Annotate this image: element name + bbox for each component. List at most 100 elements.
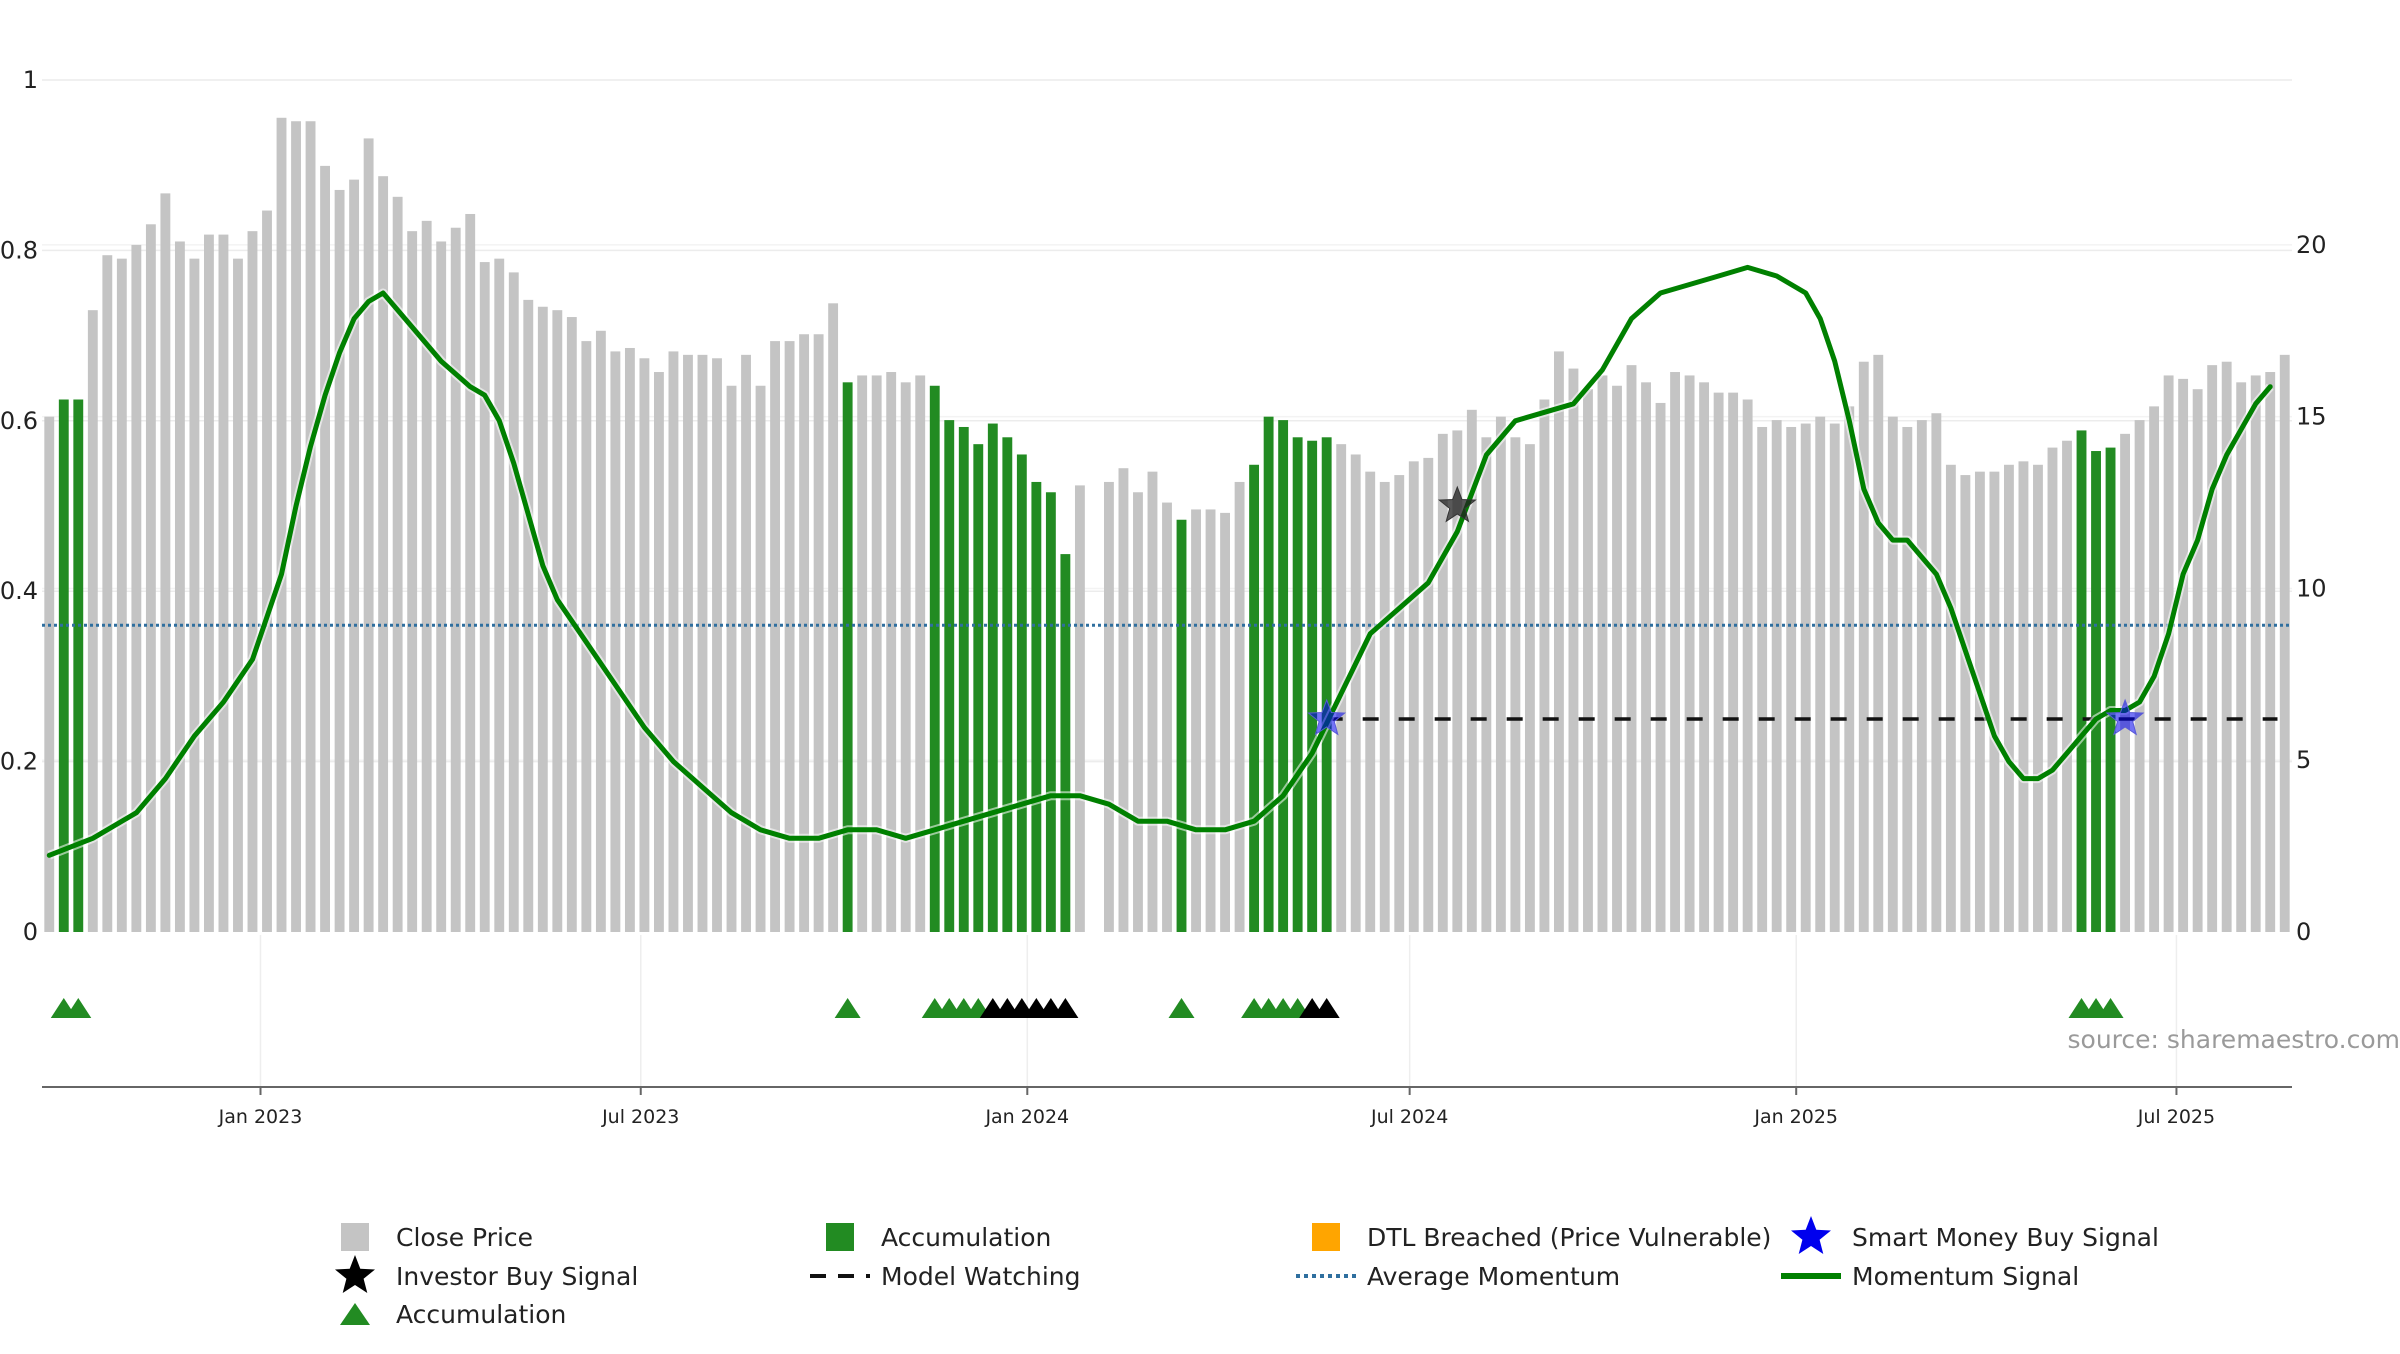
close-price-bar bbox=[1525, 444, 1535, 932]
close-price-bar bbox=[2019, 461, 2029, 932]
accumulation-bar bbox=[1322, 437, 1332, 932]
accumulation-bar bbox=[843, 382, 853, 932]
accumulation-triangle-icon bbox=[1169, 998, 1195, 1018]
y2-tick-label: 0 bbox=[2296, 918, 2311, 946]
x-tick-label: Jul 2025 bbox=[2137, 1106, 2215, 1128]
close-price-bar bbox=[552, 310, 562, 932]
close-price-bar bbox=[364, 138, 374, 932]
close-price-bar bbox=[1394, 475, 1404, 932]
y-tick-label: 1 bbox=[23, 66, 38, 94]
close-price-bar bbox=[1510, 437, 1520, 932]
y-tick-label: 0 bbox=[23, 918, 38, 946]
accumulation-bar bbox=[1031, 482, 1041, 932]
close-price-bar bbox=[596, 331, 606, 932]
accumulation-bar bbox=[1278, 420, 1288, 932]
green-triangle-icon bbox=[340, 1303, 370, 1325]
close-price-bar bbox=[2236, 382, 2246, 932]
close-price-bar bbox=[2048, 448, 2058, 932]
close-price-bar bbox=[1365, 472, 1375, 932]
y-tick-label: 0.8 bbox=[0, 236, 38, 264]
close-price-bar bbox=[1888, 417, 1898, 932]
close-price-bar bbox=[1481, 437, 1491, 932]
accumulation-bar bbox=[944, 420, 954, 932]
close-price-bar bbox=[117, 259, 127, 932]
close-price-bar bbox=[712, 358, 722, 932]
close-price-bar bbox=[654, 372, 664, 932]
close-price-bar bbox=[1133, 492, 1143, 932]
close-price-bar bbox=[160, 193, 170, 932]
close-price-bar bbox=[1104, 482, 1114, 932]
close-price-bar bbox=[436, 241, 446, 932]
close-price-bar bbox=[1162, 503, 1172, 932]
close-price-bar bbox=[480, 262, 490, 932]
legend-label: Close Price bbox=[396, 1223, 533, 1252]
legend-label: Average Momentum bbox=[1367, 1262, 1620, 1291]
close-price-bar bbox=[422, 221, 432, 932]
close-price-bar bbox=[1786, 427, 1796, 932]
close-price-bar bbox=[1409, 461, 1419, 932]
close-price-bar bbox=[1917, 420, 1927, 932]
close-price-bar bbox=[1743, 400, 1753, 933]
close-price-bar bbox=[131, 245, 141, 932]
blue-star-icon bbox=[1791, 1216, 1831, 1254]
y-tick-label: 0.4 bbox=[0, 577, 38, 605]
close-price-bar bbox=[1902, 427, 1912, 932]
close-price-bar bbox=[1801, 424, 1811, 932]
accumulation-bar bbox=[1307, 441, 1317, 932]
close-price-bar bbox=[639, 358, 649, 932]
close-price-bar bbox=[2135, 420, 2145, 932]
close-price-bar bbox=[219, 235, 229, 932]
accumulation-bar bbox=[2077, 430, 2087, 932]
close-price-bar bbox=[1989, 472, 1999, 932]
close-price-bar bbox=[2004, 465, 2014, 932]
close-price-bar bbox=[1844, 406, 1854, 932]
close-price-bar bbox=[625, 348, 635, 932]
accumulation-bar bbox=[1293, 437, 1303, 932]
close-price-bar bbox=[1075, 485, 1085, 932]
close-price-bar bbox=[1772, 420, 1782, 932]
accumulation-bar bbox=[930, 386, 940, 932]
x-tick-label: Jan 2025 bbox=[1753, 1106, 1838, 1128]
y-tick-label: 0.6 bbox=[0, 407, 38, 435]
close-price-bar bbox=[901, 382, 911, 932]
close-price-bar bbox=[1641, 382, 1651, 932]
accumulation-bar bbox=[1177, 520, 1187, 932]
y2-tick-label: 5 bbox=[2296, 746, 2311, 774]
close-price-bar bbox=[494, 259, 504, 932]
close-price-bar bbox=[669, 351, 679, 932]
close-price-bar bbox=[770, 341, 780, 932]
accumulation-bar bbox=[973, 444, 983, 932]
close-price-bars bbox=[44, 118, 2289, 932]
x-tick-label: Jan 2023 bbox=[218, 1106, 303, 1128]
close-price-bar bbox=[1220, 513, 1230, 932]
y2-tick-label: 20 bbox=[2296, 231, 2327, 259]
accumulation-bar bbox=[1060, 554, 1070, 932]
close-price-bar bbox=[1438, 434, 1448, 932]
grey-square-icon bbox=[341, 1223, 369, 1251]
close-price-bar bbox=[262, 211, 272, 932]
close-price-bar bbox=[2062, 441, 2072, 932]
close-price-bar bbox=[2193, 389, 2203, 932]
close-price-bar bbox=[915, 375, 925, 932]
close-price-bar bbox=[2265, 372, 2275, 932]
close-price-bar bbox=[1148, 472, 1158, 932]
close-price-bar bbox=[204, 235, 214, 932]
close-price-bar bbox=[1206, 509, 1216, 932]
close-price-bar bbox=[2251, 375, 2261, 932]
x-tick-label: Jul 2024 bbox=[1370, 1106, 1448, 1128]
accumulation-bar bbox=[73, 400, 83, 933]
close-price-bar bbox=[727, 386, 737, 932]
close-price-bar bbox=[1612, 386, 1622, 932]
close-price-bar bbox=[451, 228, 461, 932]
legend-label: Investor Buy Signal bbox=[396, 1262, 638, 1291]
close-price-bar bbox=[1351, 454, 1361, 932]
close-price-bar bbox=[872, 375, 882, 932]
close-price-bar bbox=[741, 355, 751, 932]
close-price-bar bbox=[785, 341, 795, 932]
close-price-bar bbox=[683, 355, 693, 932]
close-price-bar bbox=[756, 386, 766, 932]
close-price-bar bbox=[2033, 465, 2043, 932]
close-price-bar bbox=[1728, 393, 1738, 932]
close-price-bar bbox=[349, 180, 359, 932]
